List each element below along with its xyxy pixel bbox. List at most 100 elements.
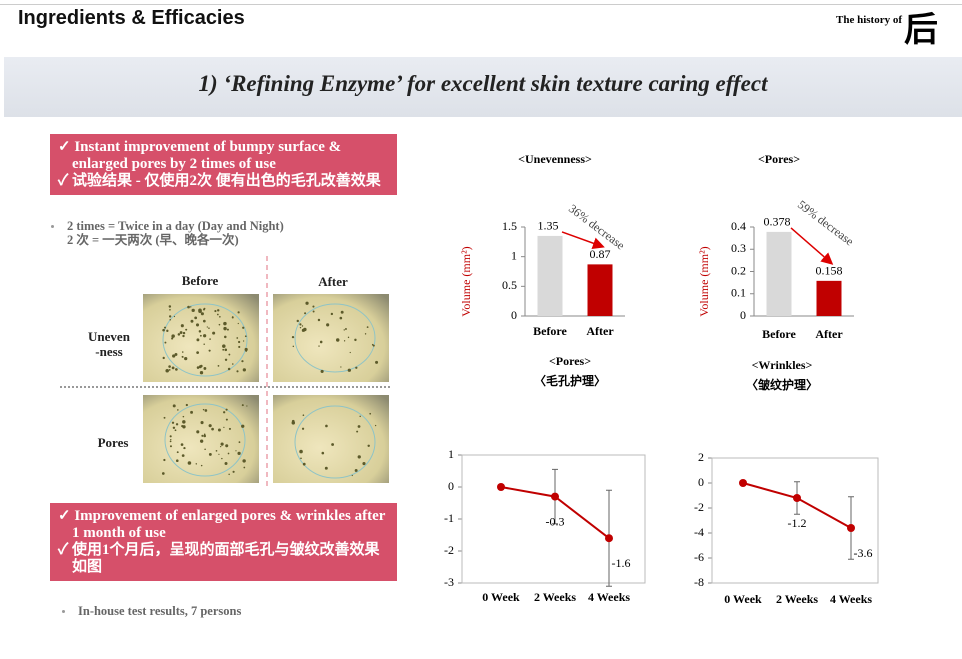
spot xyxy=(183,446,186,450)
spot xyxy=(223,326,227,331)
spot xyxy=(301,427,305,430)
spot xyxy=(200,312,204,316)
spot xyxy=(208,424,212,428)
spot xyxy=(223,426,225,429)
spot xyxy=(228,353,231,356)
spot xyxy=(347,336,350,339)
spot xyxy=(214,309,217,313)
highlight-box: ✓ Instant improvement of bumpy surface &… xyxy=(50,134,397,195)
spot xyxy=(326,323,330,327)
spot xyxy=(196,351,200,355)
value-label: -3.6 xyxy=(854,546,873,560)
value-label: -1.6 xyxy=(612,556,631,570)
bar xyxy=(587,264,613,316)
annotation-arrow xyxy=(790,227,834,265)
spot xyxy=(242,340,245,342)
y-tick-label: -6 xyxy=(694,550,704,564)
spot xyxy=(194,316,198,320)
spot xyxy=(217,428,221,432)
spot xyxy=(292,345,295,348)
spot xyxy=(225,444,229,448)
spot xyxy=(331,443,335,446)
spot xyxy=(198,365,202,369)
spot xyxy=(182,415,185,418)
spot xyxy=(185,403,188,407)
spot xyxy=(199,371,204,375)
spot xyxy=(181,331,183,333)
photo-circle xyxy=(164,403,246,477)
y-tick-label: 1 xyxy=(511,248,517,262)
photo xyxy=(143,395,259,483)
spot xyxy=(202,319,206,323)
spot xyxy=(359,415,361,418)
spot xyxy=(357,455,361,459)
spot xyxy=(218,323,221,326)
spot xyxy=(237,451,241,456)
spot xyxy=(168,315,172,318)
spot xyxy=(211,427,214,431)
spot xyxy=(357,425,361,428)
spot xyxy=(174,429,177,432)
spot xyxy=(343,340,346,342)
spot xyxy=(164,341,167,344)
chart-subtitle: 〈毛孔护理〉 xyxy=(534,373,606,388)
spot xyxy=(243,466,246,469)
spot xyxy=(171,337,174,340)
box-line: ✓ 试验结果 - 仅使用2次 便有出色的毛孔改善效果 xyxy=(58,173,381,189)
spot xyxy=(174,353,178,356)
row-label-line: -ness xyxy=(95,344,123,359)
data-point xyxy=(551,492,559,501)
spot xyxy=(225,418,228,421)
y-tick-label: -1 xyxy=(444,511,454,525)
spot xyxy=(345,327,347,330)
spot xyxy=(351,474,353,477)
spot xyxy=(180,324,184,328)
spot xyxy=(349,351,351,354)
spot xyxy=(168,368,171,371)
spot xyxy=(175,423,179,426)
y-tick-label: -8 xyxy=(694,575,704,589)
spot xyxy=(168,305,172,308)
spot xyxy=(320,369,324,373)
spot xyxy=(187,461,192,465)
spot xyxy=(238,340,241,344)
spot xyxy=(182,331,186,335)
spot xyxy=(190,410,193,414)
spot xyxy=(336,338,340,342)
photos xyxy=(60,256,392,490)
plot-frame xyxy=(461,454,646,584)
spot xyxy=(176,451,179,454)
row-label: Pores xyxy=(97,435,129,450)
spot xyxy=(224,461,228,465)
logo-mark: 后 xyxy=(904,10,938,50)
spot xyxy=(321,451,325,455)
x-tick-label: 4 Weeks xyxy=(830,592,872,606)
spot xyxy=(171,366,175,370)
spot xyxy=(245,350,247,352)
spot xyxy=(231,316,234,319)
y-tick-label: 0 xyxy=(698,475,704,489)
x-tick-label: After xyxy=(586,324,614,338)
spot xyxy=(162,328,165,332)
spot xyxy=(215,450,218,452)
spot xyxy=(208,349,211,352)
spot xyxy=(168,365,171,368)
spot xyxy=(208,327,210,329)
note: In-house test results, 7 persons xyxy=(61,604,242,618)
y-tick-label: 0.3 xyxy=(731,241,746,255)
spot xyxy=(218,453,220,455)
spot xyxy=(236,370,239,373)
spot xyxy=(318,345,320,347)
photo xyxy=(143,294,259,382)
spot xyxy=(195,323,200,327)
spot xyxy=(182,334,185,338)
spot xyxy=(224,335,227,339)
x-tick-label: 0 Week xyxy=(724,592,762,606)
spot xyxy=(191,308,195,313)
top-rule xyxy=(0,4,962,5)
spot xyxy=(172,354,176,358)
spot xyxy=(206,326,208,328)
y-axis-label: Volume (mm²) xyxy=(459,246,473,316)
spot xyxy=(224,358,228,361)
